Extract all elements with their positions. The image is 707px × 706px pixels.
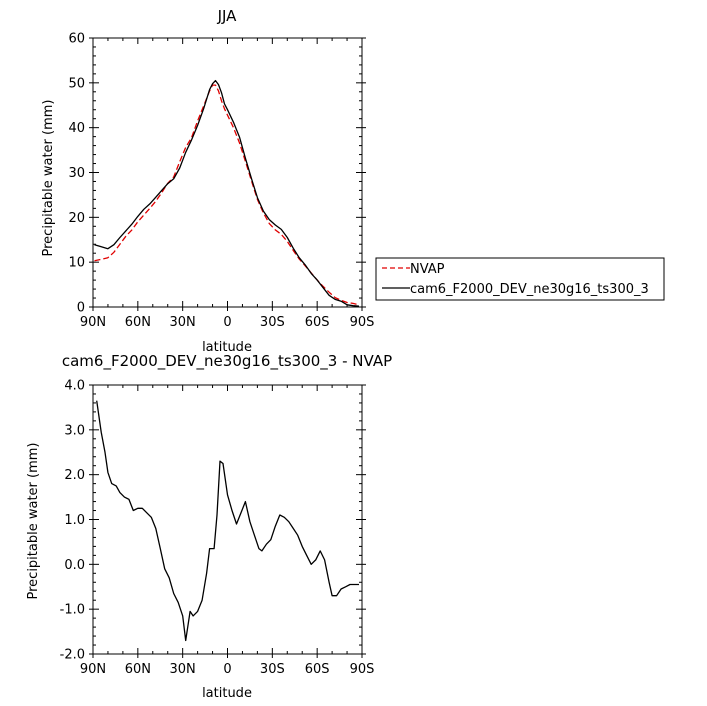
top-x-tick-label: 90S [350,315,375,330]
top-y-tick-label: 30 [68,166,85,181]
bottom-chart-series [96,400,359,642]
bottom-y-tick-label: 3.0 [64,423,85,438]
top-chart: JJA latitude Precipitable water (mm) 90N… [41,7,374,355]
top-y-tick-label: 10 [68,256,85,271]
bottom-y-tick-label: 0.0 [64,558,85,573]
bottom-x-tick-label: 60N [125,662,151,677]
top-y-tick-label: 0 [77,301,85,316]
top-x-tick-label: 0 [223,315,231,330]
bottom-y-tick-label: -2.0 [60,648,85,663]
top-x-tick-label: 90N [80,315,106,330]
top-y-tick-label: 40 [68,121,85,136]
top-x-tick-label: 30N [170,315,196,330]
top-x-tick-label: 60S [305,315,330,330]
top-chart-frame [92,37,363,308]
top-chart-ticks: 90N 60N 30N 0 30S 60S 90S 0 10 20 30 40 50 60 [68,32,374,331]
bottom-chart: cam6_F2000_DEV_ne30g16_ts300_3 - NVAP la… [26,352,392,701]
bottom-y-tick-label: 2.0 [64,468,85,483]
bottom-chart-ylabel: Precipitable water (mm) [26,443,41,600]
bottom-x-tick-label: 90N [80,662,106,677]
top-series-line-0 [94,84,360,306]
bottom-chart-xlabel: latitude [202,686,252,701]
top-chart-title: JJA [217,7,238,25]
top-y-tick-label: 50 [68,76,85,91]
top-x-tick-label: 30S [260,315,285,330]
bottom-x-tick-label: 90S [350,662,375,677]
bottom-series-line-0 [96,400,359,642]
bottom-chart-frame [92,384,363,655]
bottom-x-tick-label: 30N [170,662,196,677]
bottom-chart-ticks: 90N 60N 30N 0 30S 60S 90S -2.0 -1.0 0.0 1.0 2.0 3.0 4… [60,379,375,678]
bottom-x-tick-label: 0 [223,662,231,677]
top-y-tick-label: 20 [68,211,85,226]
legend-box [375,257,665,301]
legend-label-nvap: NVAP [410,262,445,277]
bottom-y-tick-label: 1.0 [64,513,85,528]
top-chart-ylabel: Precipitable water (mm) [41,100,56,257]
bottom-x-tick-label: 30S [260,662,285,677]
bottom-chart-title: cam6_F2000_DEV_ne30g16_ts300_3 - NVAP [62,352,392,371]
top-series-line-1 [94,79,360,307]
top-x-tick-label: 60N [125,315,151,330]
legend-label-model: cam6_F2000_DEV_ne30g16_ts300_3 [410,282,649,297]
bottom-y-tick-label: 4.0 [64,379,85,394]
bottom-x-tick-label: 60S [305,662,330,677]
top-y-tick-label: 60 [68,32,85,47]
bottom-y-tick-label: -1.0 [60,603,85,618]
legend: NVAP cam6_F2000_DEV_ne30g16_ts300_3 [375,257,665,301]
top-chart-series [94,79,360,307]
top-chart-xlabel: latitude [202,340,252,355]
